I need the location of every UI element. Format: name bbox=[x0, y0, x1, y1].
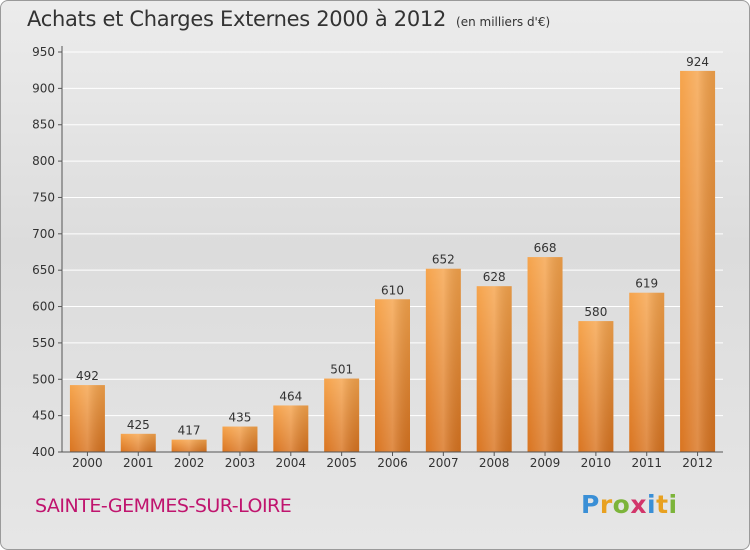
bar-shine bbox=[425, 268, 461, 452]
x-tick-label: 2007 bbox=[428, 456, 459, 470]
data-label: 580 bbox=[584, 305, 607, 319]
logo-letter: P bbox=[581, 490, 600, 519]
logo-letter: t bbox=[656, 490, 669, 519]
data-label: 619 bbox=[635, 277, 658, 291]
y-tick-label: 450 bbox=[32, 409, 55, 423]
chart-title: Achats et Charges Externes 2000 à 2012 (e… bbox=[27, 7, 550, 31]
data-label: 417 bbox=[178, 424, 201, 438]
x-tick-label: 2005 bbox=[326, 456, 357, 470]
data-label: 464 bbox=[279, 389, 302, 403]
y-tick-label: 600 bbox=[32, 300, 55, 314]
y-tick-label: 650 bbox=[32, 263, 55, 277]
x-tick-label: 2010 bbox=[581, 456, 612, 470]
y-tick-label: 550 bbox=[32, 336, 55, 350]
y-tick-label: 850 bbox=[32, 118, 55, 132]
logo-letter: i bbox=[668, 490, 678, 519]
data-label: 501 bbox=[330, 363, 353, 377]
x-tick-label: 2000 bbox=[72, 456, 103, 470]
bar-shine bbox=[324, 378, 360, 452]
bar-shine bbox=[680, 70, 716, 452]
axis-layer bbox=[58, 46, 723, 456]
x-tick-label: 2012 bbox=[682, 456, 713, 470]
x-tick-label: 2008 bbox=[479, 456, 510, 470]
data-label: 924 bbox=[686, 55, 709, 69]
x-tick-label: 2006 bbox=[377, 456, 408, 470]
bar-layer bbox=[69, 70, 716, 452]
x-tick-label: 2001 bbox=[123, 456, 154, 470]
logo-letter: o bbox=[612, 490, 631, 519]
data-label: 435 bbox=[229, 411, 252, 425]
data-label: 425 bbox=[127, 418, 150, 432]
bar-shine bbox=[578, 321, 614, 452]
chart-title-text: Achats et Charges Externes 2000 à 2012 bbox=[27, 7, 447, 31]
x-tick-label: 2009 bbox=[530, 456, 561, 470]
logo-letter: i bbox=[647, 490, 657, 519]
y-tick-label: 500 bbox=[32, 372, 55, 386]
proxiti-logo: Proxiti bbox=[581, 490, 678, 519]
x-tick-label: 2004 bbox=[276, 456, 307, 470]
chart-unit: (en milliers d'€) bbox=[456, 15, 551, 29]
y-tick-label: 800 bbox=[32, 154, 55, 168]
bar-shine bbox=[69, 385, 105, 452]
label-layer: 400 450 500 550 600 650 700 750 800 850 900 950 492 2… bbox=[32, 45, 713, 470]
y-tick-label: 700 bbox=[32, 227, 55, 241]
x-tick-label: 2011 bbox=[631, 456, 662, 470]
bar-shine bbox=[375, 299, 410, 452]
bar-shine bbox=[476, 286, 512, 452]
bar-shine bbox=[273, 405, 309, 452]
data-label: 610 bbox=[381, 283, 404, 297]
logo-letter: x bbox=[630, 490, 647, 519]
x-tick-label: 2002 bbox=[174, 456, 205, 470]
bar-shine bbox=[629, 292, 665, 452]
bar-shine bbox=[222, 426, 258, 452]
commune-name: SAINTE-GEMMES-SUR-LOIRE bbox=[35, 495, 292, 517]
bar-shine bbox=[171, 439, 207, 452]
x-tick-label: 2003 bbox=[225, 456, 256, 470]
data-label: 628 bbox=[483, 270, 506, 284]
y-tick-label: 750 bbox=[32, 190, 55, 204]
logo-letter: r bbox=[599, 490, 613, 519]
y-tick-label: 950 bbox=[32, 45, 55, 59]
bar-shine bbox=[527, 257, 563, 452]
data-label: 492 bbox=[76, 369, 99, 383]
bar-shine bbox=[120, 433, 156, 452]
y-tick-label: 900 bbox=[32, 81, 55, 95]
y-tick-label: 400 bbox=[32, 445, 55, 459]
data-label: 668 bbox=[534, 241, 557, 255]
data-label: 652 bbox=[432, 253, 455, 267]
